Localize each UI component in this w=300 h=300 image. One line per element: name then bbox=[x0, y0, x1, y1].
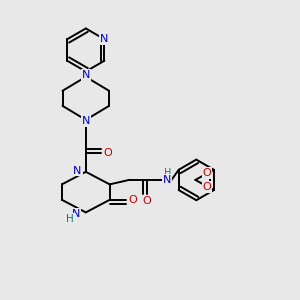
Text: N: N bbox=[82, 70, 90, 80]
Text: H: H bbox=[164, 168, 171, 178]
Text: O: O bbox=[128, 195, 137, 205]
Text: N: N bbox=[82, 116, 90, 126]
Text: N: N bbox=[100, 34, 109, 44]
Text: N: N bbox=[72, 208, 80, 219]
Text: N: N bbox=[73, 166, 82, 176]
Text: O: O bbox=[202, 182, 211, 192]
Text: O: O bbox=[202, 168, 211, 178]
Text: O: O bbox=[142, 196, 152, 206]
Text: O: O bbox=[103, 148, 112, 158]
Text: N: N bbox=[163, 175, 172, 185]
Text: H: H bbox=[66, 214, 74, 224]
